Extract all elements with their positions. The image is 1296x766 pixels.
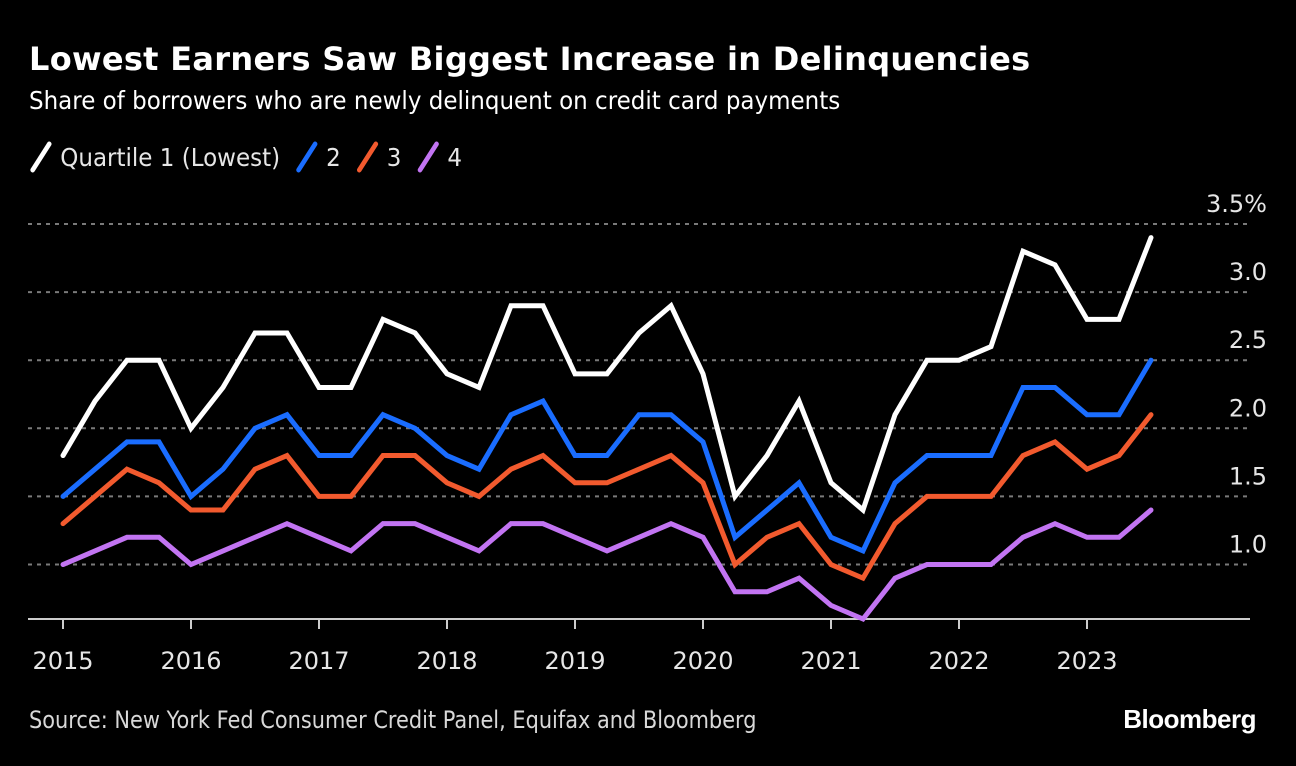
x-tick-label: 2019 [544,647,605,675]
legend-item-quartile-1: Quartile 1 (Lowest) [29,140,280,174]
y-tick-label: 1.0 [1229,531,1267,559]
y-tick-label: 3.0 [1229,258,1267,286]
x-tick-label: 2016 [160,647,221,675]
x-tick-label: 2023 [1056,647,1117,675]
x-tick-label: 2017 [288,647,349,675]
y-axis-labels: 1.0 1.5 2.0 2.5 3.0 3.5% [1206,190,1267,559]
legend-swatch-quartile-1 [30,141,52,173]
x-tick-label: 2018 [416,647,477,675]
legend-swatch-quartile-2 [296,141,318,173]
y-tick-label: 3.5% [1206,190,1267,218]
chart-subtitle: Share of borrowers who are newly delinqu… [29,86,841,115]
legend-label-quartile-3: 3 [386,142,402,172]
legend-swatch-quartile-4 [417,141,439,173]
y-tick-label: 2.5 [1229,326,1267,354]
legend-item-quartile-4: 4 [416,140,462,174]
bloomberg-logo: Bloomberg [1123,704,1256,734]
chart-title: Lowest Earners Saw Biggest Increase in D… [29,40,1031,78]
legend-label-quartile-2: 2 [326,142,341,172]
legend-label-quartile-1: Quartile 1 (Lowest) [60,142,281,172]
series-line-quartile-3 [60,412,1154,582]
x-axis: 2015 2016 2017 2018 2019 2020 2021 2022 2023 [28,618,1250,675]
source-note: Source: New York Fed Consumer Credit Pan… [29,706,757,734]
gridlines [28,223,1250,566]
legend: Quartile 1 (Lowest) 2 3 4 [29,140,477,174]
legend-label-quartile-4: 4 [447,142,463,172]
x-tick-label: 2015 [32,647,93,675]
legend-item-quartile-3: 3 [355,140,401,174]
legend-item-quartile-2: 2 [295,140,341,174]
series-line-quartile-2 [60,357,1154,555]
series-line-quartile-4 [60,507,1154,623]
y-tick-label: 1.5 [1229,462,1267,490]
legend-swatch-quartile-3 [356,141,379,173]
x-tick-label: 2020 [672,647,733,675]
x-tick-label: 2022 [928,647,989,675]
series-line-quartile-1 [60,235,1154,515]
series-lines [60,235,1154,623]
y-tick-label: 2.0 [1229,394,1267,422]
x-tick-label: 2021 [800,647,861,675]
